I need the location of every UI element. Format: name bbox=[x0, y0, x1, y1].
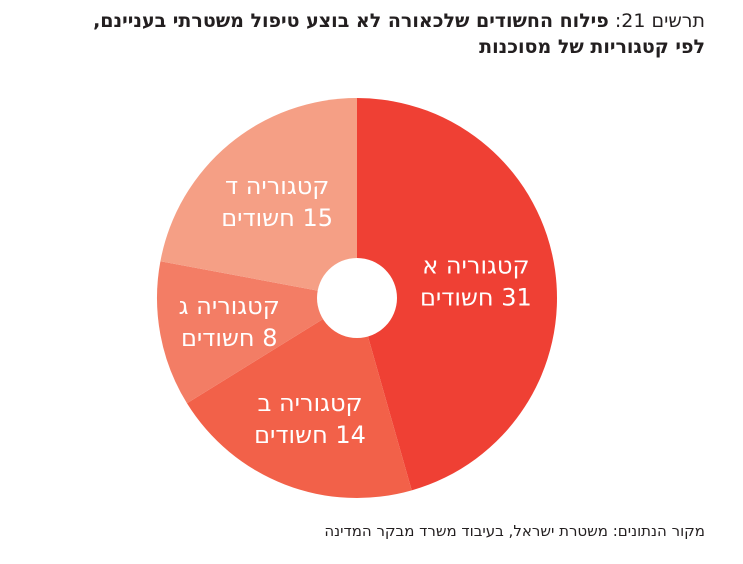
slice-category-label-c: קטגוריה ג bbox=[179, 292, 280, 320]
donut-hole bbox=[317, 258, 397, 338]
slice-value-label-d: 15 חשודים bbox=[221, 204, 333, 232]
pie-slice-d bbox=[160, 98, 357, 298]
pie-slice-a bbox=[357, 98, 557, 491]
slice-category-label-a: קטגוריה א bbox=[422, 251, 529, 279]
source-note: מקור הנתונים: משטרת ישראל, בעיבוד משרד מ… bbox=[324, 522, 705, 540]
slice-category-label-b: קטגוריה ב bbox=[257, 389, 362, 417]
pie-slice-b bbox=[186, 298, 412, 498]
slice-value-label-b: 14 חשודים bbox=[254, 421, 366, 449]
pie-slice-c bbox=[157, 261, 357, 404]
title-line-1: תרשים 21: פילוח החשודים שלכאורה לא בוצע … bbox=[20, 8, 705, 35]
figure-label: תרשים 21: bbox=[614, 10, 705, 32]
chart-title: פילוח החשודים שלכאורה לא בוצע טיפול משטר… bbox=[93, 10, 609, 32]
slice-value-label-c: 8 חשודים bbox=[181, 324, 278, 352]
chart-subtitle: לפי קטגוריות של מסוכנות bbox=[479, 36, 705, 58]
slice-category-label-d: קטגוריה ד bbox=[225, 172, 329, 200]
slice-value-label-a: 31 חשודים bbox=[420, 283, 532, 311]
chart-header: תרשים 21: פילוח החשודים שלכאורה לא בוצע … bbox=[20, 8, 705, 59]
